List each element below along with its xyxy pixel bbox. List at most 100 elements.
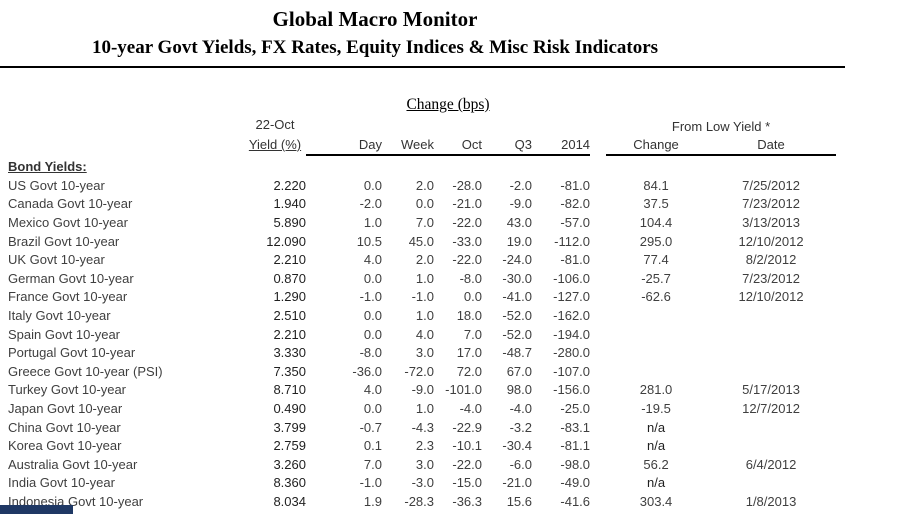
- cell-week: 4.0: [415, 326, 434, 342]
- cell-day: -1.0: [359, 475, 382, 491]
- cell-week: -28.3: [404, 493, 434, 509]
- group-header-row: Change (bps): [8, 90, 836, 114]
- table-row: France Govt 10-year 1.290 -1.0 -1.0 0.0 -41.0…: [8, 288, 836, 307]
- cell-oct: -22.9: [452, 419, 482, 435]
- cell-day: -36.0: [352, 363, 382, 379]
- cell-week: 3.0: [415, 345, 434, 361]
- cell-low-date: 12/10/2012: [738, 233, 804, 249]
- cell-yield: 5.890: [273, 214, 306, 230]
- cell-yield: 3.799: [273, 419, 306, 435]
- cell-low-change: 104.4: [639, 214, 673, 230]
- cell-low-change: 37.5: [643, 196, 669, 212]
- cell-q3: 19.0: [506, 233, 532, 249]
- cell-yield: 2.210: [273, 326, 306, 342]
- table-row: German Govt 10-year 0.870 0.0 1.0 -8.0 -30.0 -…: [8, 269, 836, 288]
- cell-low-change: n/a: [646, 438, 666, 454]
- cell-day: 4.0: [363, 382, 382, 398]
- cell-low-date: [706, 343, 836, 362]
- cell-low-date: [706, 418, 836, 437]
- cell-day: 4.0: [363, 252, 382, 268]
- cell-day: 0.0: [363, 326, 382, 342]
- table-row: Greece Govt 10-year (PSI) 7.350 -36.0 -72.0…: [8, 362, 836, 381]
- cell-2014: -81.0: [560, 177, 591, 193]
- table-row: Turkey Govt 10-year 8.710 4.0 -9.0 -101.0 98.…: [8, 381, 836, 400]
- cell-low-change: [606, 325, 706, 344]
- cell-low-date: 7/23/2012: [742, 270, 800, 286]
- cell-low-date: [706, 325, 836, 344]
- cell-spacer: [590, 325, 606, 344]
- cell-day: -8.0: [359, 345, 382, 361]
- cell-day: 0.0: [363, 270, 382, 286]
- col-yield: Yield (%): [248, 137, 302, 152]
- cell-low-change: 303.4: [639, 493, 673, 509]
- cell-week: 2.0: [415, 252, 434, 268]
- table-row: Portugal Govt 10-year 3.330 -8.0 3.0 17.0 -48…: [8, 343, 836, 362]
- cell-q3: -30.4: [502, 438, 532, 454]
- cell-week: 1.0: [415, 307, 434, 323]
- cell-low-change: [606, 343, 706, 362]
- cell-q3: -52.0: [502, 307, 532, 323]
- cell-2014: -49.0: [560, 475, 591, 491]
- cell-week: 0.0: [415, 196, 434, 212]
- cell-q3: -52.0: [502, 326, 532, 342]
- header-spacer: [590, 134, 606, 155]
- table-row: Indonesia Govt 10-year 8.034 1.9 -28.3 -36.3…: [8, 492, 836, 511]
- cell-week: 1.0: [415, 400, 434, 416]
- cell-oct: -10.1: [452, 438, 482, 454]
- header-spacer: [590, 90, 836, 114]
- cell-2014: -194.0: [553, 326, 591, 342]
- cell-low-date: 5/17/2013: [742, 382, 800, 398]
- cell-yield: 1.290: [273, 289, 306, 305]
- cell-q3: -6.0: [509, 456, 532, 472]
- cell-week: -3.0: [411, 475, 434, 491]
- cell-yield: 7.350: [273, 363, 306, 379]
- cell-oct: -22.0: [452, 456, 482, 472]
- asof-date-header: 22-Oct: [255, 116, 295, 132]
- cell-label: Korea Govt 10-year: [8, 438, 122, 454]
- cell-label: Turkey Govt 10-year: [8, 382, 127, 398]
- cell-2014: -81.1: [560, 438, 591, 454]
- cell-2014: -106.0: [553, 270, 591, 286]
- column-header-row: Yield (%) Day Week Oct Q3 2014 Change Da…: [8, 134, 837, 156]
- cell-oct: -15.0: [452, 475, 482, 491]
- table-row: US Govt 10-year 2.220 0.0 2.0 -28.0 -2.0 -81.0…: [8, 176, 836, 195]
- cell-oct: 0.0: [463, 289, 482, 305]
- cell-oct: -36.3: [452, 493, 482, 509]
- cell-q3: 43.0: [506, 214, 532, 230]
- cell-week: 2.3: [415, 438, 434, 454]
- cell-day: 1.9: [363, 493, 382, 509]
- cell-spacer: [590, 474, 606, 493]
- cell-2014: -82.0: [560, 196, 591, 212]
- cell-low-date: 12/7/2012: [742, 400, 800, 416]
- cell-label: Australia Govt 10-year: [8, 456, 138, 472]
- table-row: Canada Govt 10-year 1.940 -2.0 0.0 -21.0 -9.0…: [8, 195, 836, 214]
- cell-q3: -4.0: [509, 400, 532, 416]
- page-subtitle: 10-year Govt Yields, FX Rates, Equity In…: [91, 37, 659, 58]
- cell-2014: -41.6: [560, 493, 591, 509]
- cell-oct: -22.0: [452, 214, 482, 230]
- cell-oct: 17.0: [456, 345, 482, 361]
- cell-label: Italy Govt 10-year: [8, 307, 111, 323]
- cell-label: France Govt 10-year: [8, 289, 128, 305]
- header-spacer: [8, 90, 306, 114]
- cell-2014: -162.0: [553, 307, 591, 323]
- cell-spacer: [590, 418, 606, 437]
- cell-low-date: 7/25/2012: [742, 177, 800, 193]
- cell-spacer: [590, 362, 606, 381]
- cell-2014: -98.0: [560, 456, 591, 472]
- cell-q3: -48.7: [502, 345, 532, 361]
- cell-2014: -57.0: [560, 214, 591, 230]
- col-day: Day: [306, 134, 382, 156]
- cell-yield: 8.360: [273, 475, 306, 491]
- cell-label: China Govt 10-year: [8, 419, 121, 435]
- cell-day: 1.0: [363, 214, 382, 230]
- table-row: China Govt 10-year 3.799 -0.7 -4.3 -22.9 -3.2…: [8, 418, 836, 437]
- cell-oct: 72.0: [456, 363, 482, 379]
- cell-q3: 98.0: [506, 382, 532, 398]
- next-section-bar-partial: [0, 505, 73, 514]
- change-bps-header: Change (bps): [406, 96, 490, 113]
- table-row: Mexico Govt 10-year 5.890 1.0 7.0 -22.0 43.0 -…: [8, 213, 836, 232]
- cell-low-change: 56.2: [643, 456, 669, 472]
- cell-label: Japan Govt 10-year: [8, 400, 123, 416]
